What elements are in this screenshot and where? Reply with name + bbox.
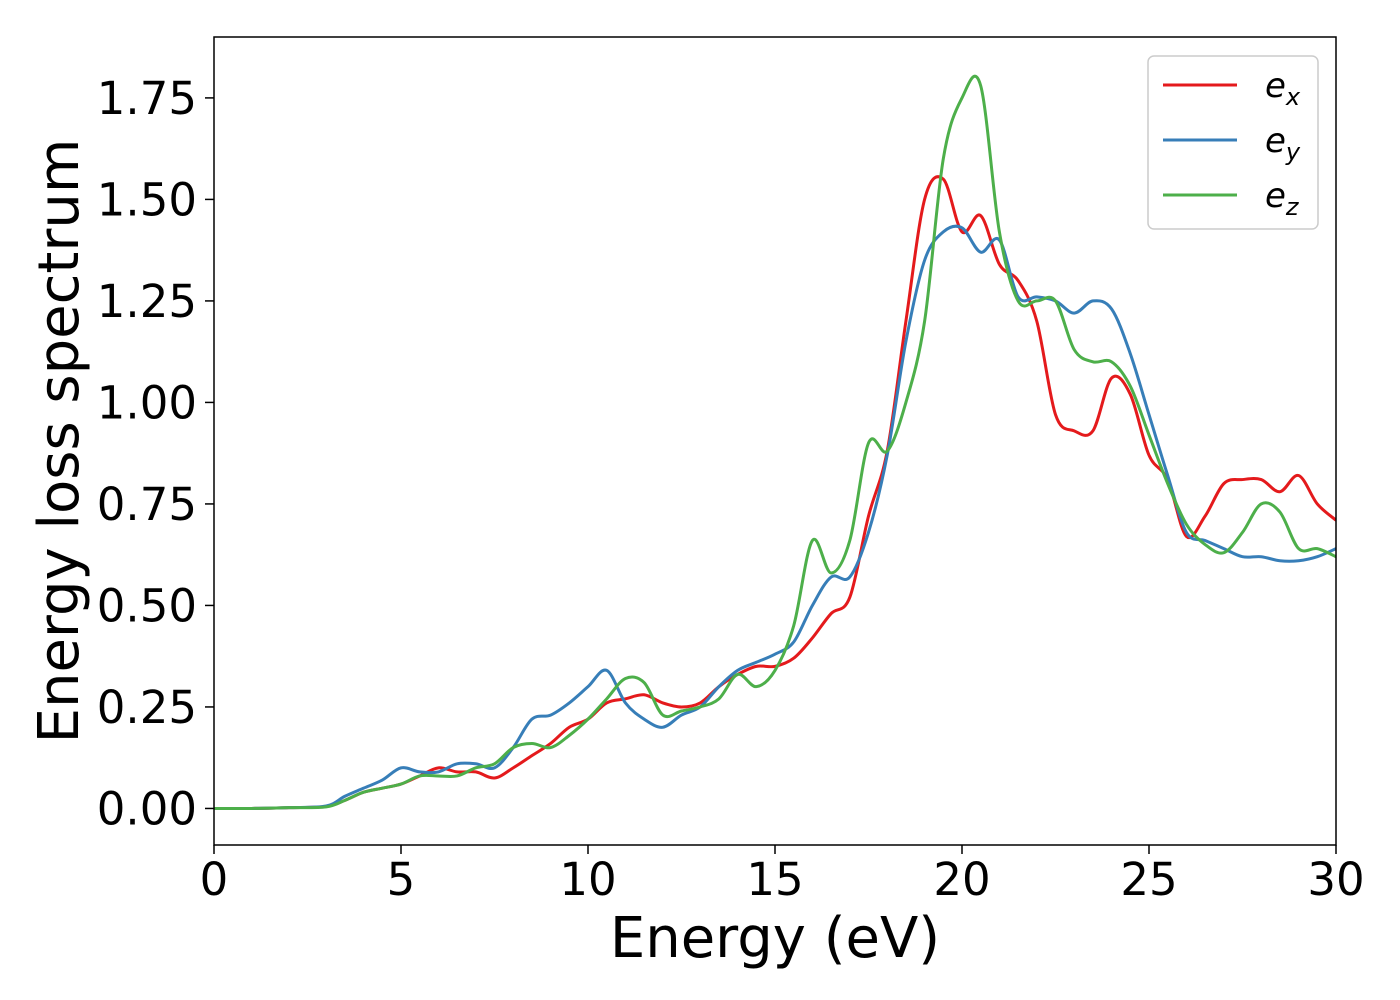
y-tick-label: 1.25 [97,275,197,328]
legend-label-ez: ez [1265,176,1300,221]
y-axis: 0.00 0.25 0.50 0.75 1.00 1.25 1.50 1.75 [97,72,214,835]
series-line-ex [214,175,1336,811]
series-line-ez [214,74,1336,811]
x-tick-label: 30 [1307,853,1364,906]
y-tick-label: 1.00 [97,376,197,429]
x-axis: 0 5 10 15 20 25 30 [200,845,1365,906]
y-axis-title: Energy loss spectrum [27,139,92,744]
legend-label-subscript: y [1285,138,1301,166]
legend-label-ex: ex [1265,66,1301,111]
x-tick-label: 10 [559,853,616,906]
legend-label-ey: ey [1265,121,1301,166]
plot-area [214,74,1336,811]
legend-label-main: e [1265,66,1286,106]
x-axis-title: Energy (eV) [610,906,940,971]
legend-label-subscript: x [1285,83,1301,111]
y-tick-label: 0.00 [97,782,197,835]
legend-box [1147,55,1319,230]
x-tick-label: 0 [200,853,229,906]
x-tick-label: 5 [387,853,416,906]
legend-label-subscript: z [1285,193,1300,221]
y-tick-label: 0.50 [97,579,197,632]
legend-label-main: e [1265,121,1286,161]
y-tick-label: 1.75 [97,72,197,125]
y-tick-label: 1.50 [97,173,197,226]
x-tick-label: 15 [746,853,803,906]
x-tick-label: 20 [933,853,990,906]
legend-label-main: e [1265,176,1286,216]
y-tick-label: 0.25 [97,681,197,734]
x-tick-label: 25 [1120,853,1177,906]
y-tick-label: 0.75 [97,478,197,531]
series-line-ey [214,224,1336,811]
